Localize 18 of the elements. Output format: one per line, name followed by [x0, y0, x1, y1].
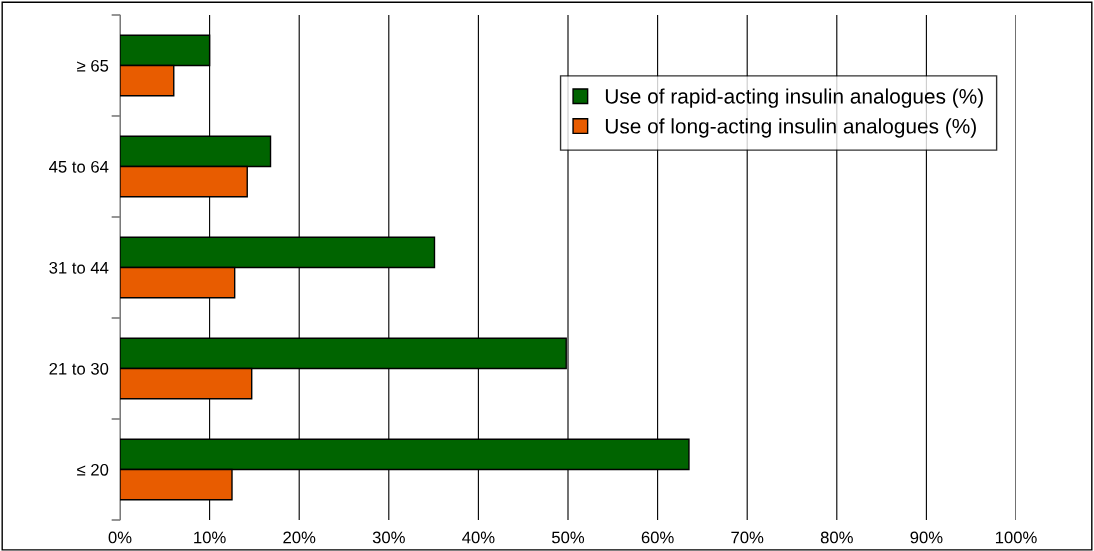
x-tick-label: 100%: [995, 531, 1037, 544]
legend-label: Use of rapid-acting insulin analogues (%): [605, 88, 983, 108]
x-tick-label: 50%: [551, 531, 585, 544]
x-tick-label: 0%: [108, 531, 132, 544]
x-tick-label: 90%: [910, 531, 943, 544]
y-tick-label: 21 to 30: [49, 362, 109, 375]
x-tick-label: 70%: [731, 531, 764, 544]
x-tick-label: 60%: [641, 531, 674, 544]
y-tick-label: ≥ 65: [77, 59, 109, 72]
x-tick-label: 80%: [820, 531, 853, 544]
y-tick-label: ≤ 20: [77, 463, 109, 476]
x-tick-label: 20%: [283, 531, 316, 544]
x-tick-label: 40%: [462, 531, 495, 544]
y-tick-label: 31 to 44: [49, 261, 109, 274]
x-tick-label: 30%: [372, 531, 405, 544]
legend-label: Use of long-acting insulin analogues (%): [605, 118, 976, 138]
x-tick-label: 10%: [194, 531, 226, 544]
y-tick-label: 45 to 64: [49, 160, 109, 173]
